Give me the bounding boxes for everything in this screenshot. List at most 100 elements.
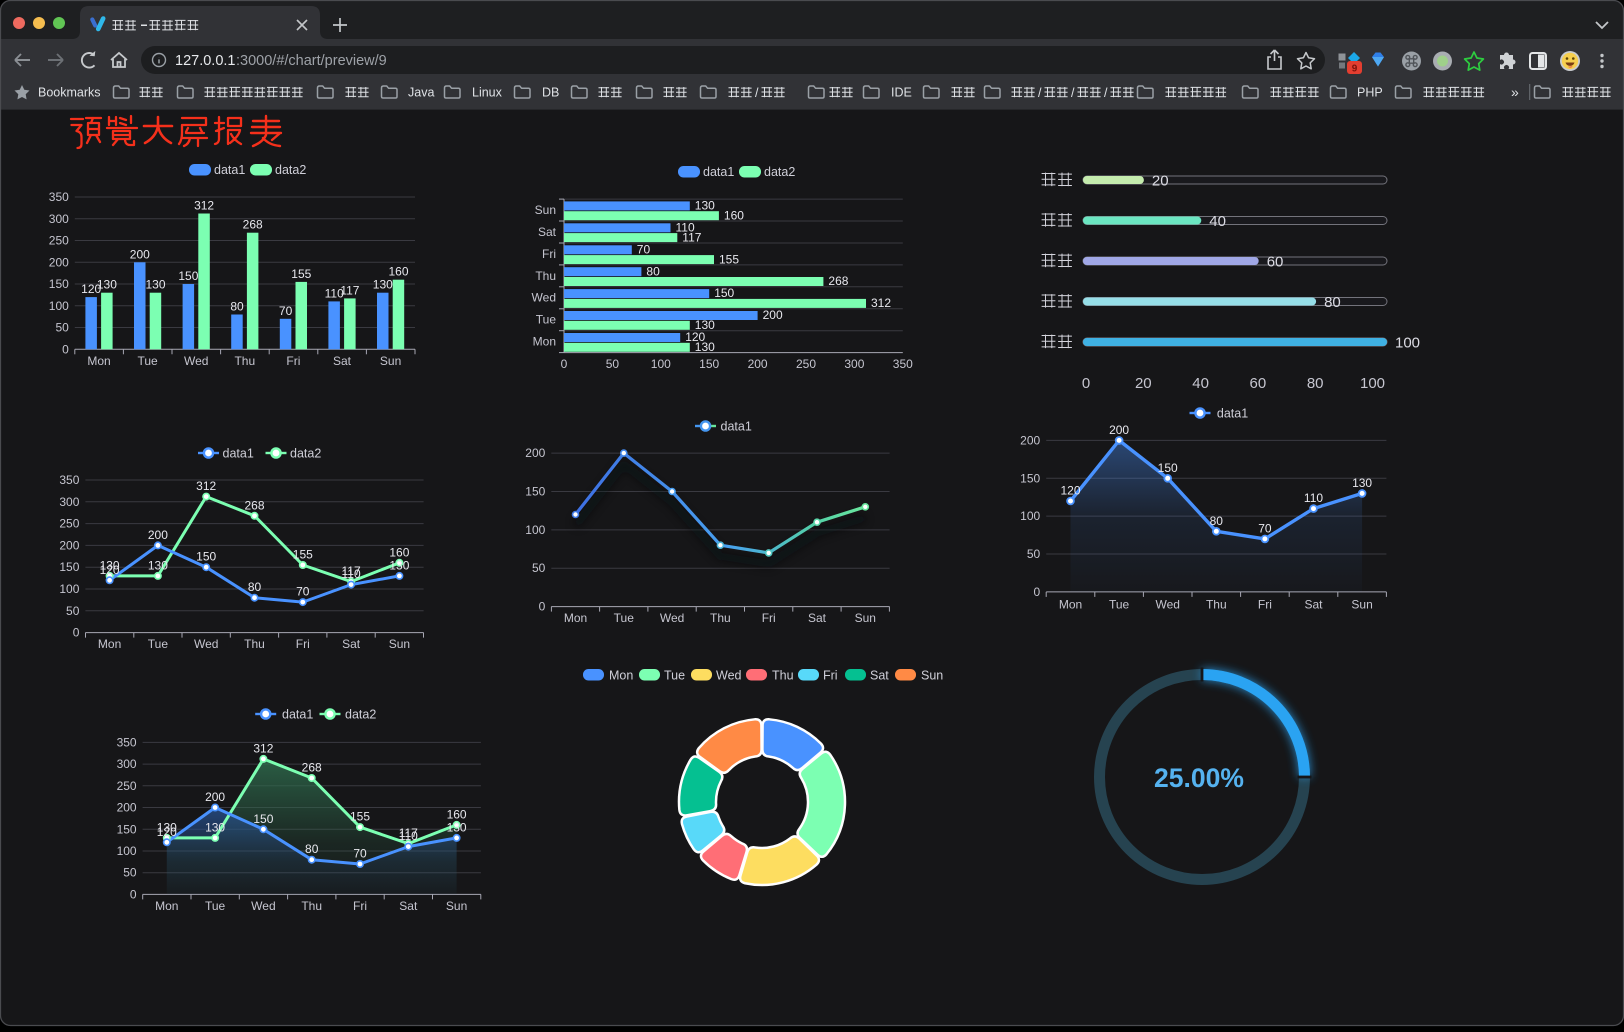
svg-text:50: 50 [123,866,137,880]
svg-text:200: 200 [763,308,783,322]
svg-text:Thu: Thu [234,354,255,368]
svg-text:150: 150 [49,277,69,291]
svg-text:150: 150 [117,822,137,836]
svg-text:312: 312 [196,479,216,493]
svg-text:data1: data1 [721,420,752,434]
svg-text:Fri: Fri [353,899,367,913]
svg-text:0: 0 [1082,375,1090,392]
svg-text:0: 0 [561,357,568,371]
svg-text:160: 160 [389,545,409,559]
svg-text:80: 80 [305,842,319,856]
svg-text:0: 0 [1034,585,1041,599]
svg-text:Mon: Mon [609,669,633,683]
svg-text:100: 100 [49,299,69,313]
svg-text:300: 300 [844,357,864,371]
svg-text:Fri: Fri [1258,598,1272,612]
svg-text:20: 20 [1152,173,1169,190]
svg-text:9: 9 [1352,64,1358,75]
svg-text:80: 80 [1307,375,1324,392]
svg-text:110: 110 [342,567,361,581]
svg-text:DB: DB [542,86,559,100]
svg-text:200: 200 [148,528,168,542]
svg-text:130: 130 [148,558,168,572]
svg-text:300: 300 [59,495,79,509]
svg-text:130: 130 [145,278,165,292]
svg-text:40: 40 [1209,213,1226,230]
svg-text:130: 130 [447,820,467,834]
svg-text:Sat: Sat [342,637,361,651]
svg-text:250: 250 [796,357,816,371]
svg-text:100: 100 [525,523,545,537]
svg-text:0: 0 [130,887,137,901]
svg-text:0: 0 [539,600,546,614]
svg-text:70: 70 [1258,521,1272,535]
svg-text:60: 60 [1250,375,1267,392]
svg-text:Wed: Wed [660,611,684,625]
svg-text:130: 130 [389,558,409,572]
svg-text:Wed: Wed [194,637,218,651]
svg-text:data1: data1 [1217,407,1248,421]
svg-text:200: 200 [117,801,137,815]
svg-text:Sun: Sun [389,637,410,651]
svg-text:Mon: Mon [98,637,121,651]
svg-text:data1: data1 [214,163,245,177]
svg-text:80: 80 [646,264,660,278]
svg-text:268: 268 [244,498,264,512]
svg-text:Tue: Tue [205,899,226,913]
svg-text:Fri: Fri [542,247,556,261]
svg-text:250: 250 [117,779,137,793]
svg-text:110: 110 [325,286,344,300]
svg-text:300: 300 [117,757,137,771]
svg-text:Mon: Mon [155,899,178,913]
svg-text:60: 60 [1267,254,1284,271]
svg-text:50: 50 [532,561,546,575]
svg-text:Mon: Mon [533,335,556,349]
svg-text:120: 120 [100,563,120,577]
svg-text:50: 50 [606,357,620,371]
svg-text:130: 130 [695,199,715,213]
svg-text:150: 150 [196,550,216,564]
svg-text:130: 130 [157,820,177,834]
svg-text:150: 150 [714,286,734,300]
svg-text:Sat: Sat [808,611,827,625]
svg-text:150: 150 [253,812,273,826]
svg-text:120: 120 [157,825,177,839]
svg-text:200: 200 [748,357,768,371]
svg-text:Sat: Sat [538,225,557,239]
svg-text:110: 110 [399,829,418,843]
svg-text:100: 100 [1020,509,1040,523]
svg-text:120: 120 [81,282,101,296]
svg-text:Wed: Wed [532,291,556,305]
svg-text:Tue: Tue [148,637,169,651]
svg-text:data1: data1 [282,708,313,722]
svg-text:350: 350 [49,190,69,204]
svg-text:350: 350 [893,357,913,371]
svg-text:40: 40 [1192,375,1209,392]
svg-text:data1: data1 [703,165,734,179]
svg-text:100: 100 [117,844,137,858]
svg-text:250: 250 [59,517,79,531]
svg-text:70: 70 [296,585,310,599]
svg-text:data2: data2 [275,163,306,177]
svg-text:80: 80 [230,300,244,314]
svg-text:25.00%: 25.00% [1154,763,1244,793]
svg-text:155: 155 [350,810,370,824]
svg-text:0: 0 [73,626,80,640]
svg-text:127.0.0.1: 127.0.0.1 [175,53,235,69]
svg-text:130: 130 [695,318,715,332]
svg-text:150: 150 [178,269,198,283]
svg-text:312: 312 [194,199,214,213]
svg-text:100: 100 [1395,335,1420,352]
svg-text:312: 312 [871,296,891,310]
svg-text:130: 130 [97,278,117,292]
svg-text:Wed: Wed [184,354,208,368]
svg-text:268: 268 [828,274,848,288]
svg-text:155: 155 [293,548,313,562]
svg-text:Sun: Sun [855,611,876,625]
svg-text:312: 312 [253,741,273,755]
svg-text:Wed: Wed [716,669,742,683]
svg-text:130: 130 [205,820,225,834]
svg-text:130: 130 [1352,476,1372,490]
svg-text:Thu: Thu [244,637,265,651]
svg-text:0: 0 [62,342,69,356]
